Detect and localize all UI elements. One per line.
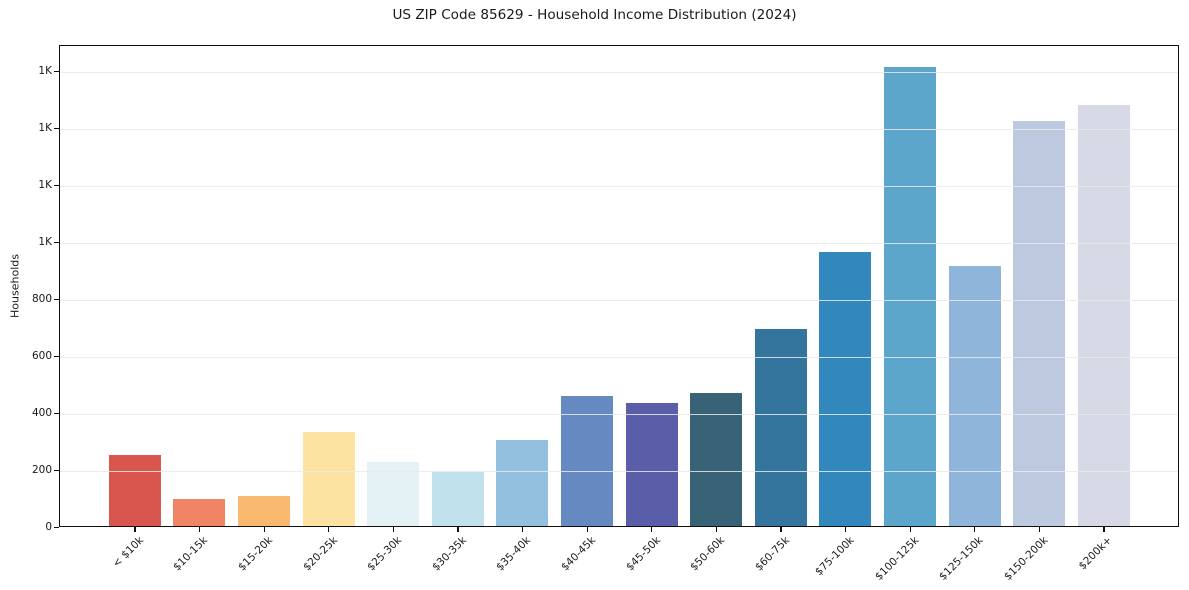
x-tick-mark (328, 527, 330, 532)
bar (754, 329, 807, 526)
gridline (60, 128, 1178, 130)
x-tick-label-text: $50-60k (688, 534, 728, 574)
x-tick-mark (1038, 527, 1040, 532)
gridline (60, 242, 1178, 244)
chart-title: US ZIP Code 85629 - Household Income Dis… (392, 7, 797, 23)
bar (1077, 105, 1130, 526)
bar (367, 461, 420, 526)
x-tick-label-text: < $10k (110, 534, 146, 570)
y-tick-label: 200 (31, 463, 52, 476)
gridline (60, 413, 1178, 415)
x-tick-mark (199, 527, 201, 532)
y-tick-mark (54, 527, 59, 529)
y-tick-mark (54, 184, 59, 186)
x-tick-label-text: $30-35k (429, 534, 469, 574)
y-tick-mark (54, 355, 59, 358)
x-tick-mark (974, 527, 976, 532)
x-tick-mark (457, 527, 459, 532)
bar (496, 440, 549, 526)
x-tick-mark (651, 527, 653, 532)
x-tick-label-text: $150-200k (1001, 534, 1051, 583)
y-tick-label: 600 (31, 349, 52, 362)
x-tick-mark (715, 527, 717, 532)
bar (560, 396, 613, 526)
y-tick-label: 800 (31, 292, 52, 305)
plot-area (59, 45, 1179, 527)
x-tick-label-text: $10-15k (171, 534, 211, 574)
gridline (60, 299, 1178, 301)
bar (819, 252, 872, 526)
x-tick-mark (845, 527, 847, 532)
x-tick-mark (586, 527, 588, 532)
bar (237, 496, 290, 526)
y-axis-label: Households (8, 254, 22, 318)
y-tick-mark (54, 412, 59, 415)
bar (173, 498, 226, 526)
x-tick-mark (134, 527, 136, 532)
x-tick-mark (392, 527, 394, 532)
x-tick-label-text: $25-30k (365, 534, 405, 574)
x-tick-label-text: $60-75k (752, 534, 792, 574)
x-tick-mark (780, 527, 782, 532)
y-tick-mark (54, 298, 59, 300)
x-tick-label-text: $15-20k (235, 534, 275, 574)
gridline (60, 356, 1178, 358)
bar (948, 266, 1001, 526)
x-tick-label-text: $35-40k (494, 534, 534, 574)
x-tick-mark (263, 527, 265, 532)
x-tick-label-text: $75-100k (812, 534, 857, 579)
bar (1013, 121, 1066, 526)
y-tick-label: 400 (31, 406, 52, 419)
y-tick-mark (54, 127, 59, 129)
x-tick-mark (522, 527, 524, 532)
y-tick-label: 1K (38, 235, 52, 248)
y-tick-mark (54, 470, 59, 472)
bar (625, 403, 678, 526)
x-tick-label-text: $40-45k (558, 534, 598, 574)
bar (883, 66, 936, 526)
y-tick-mark (54, 70, 59, 72)
x-tick-label-text: $125-150k (937, 534, 986, 583)
y-tick-label: 0 (45, 520, 52, 533)
y-tick-mark (54, 241, 59, 243)
x-tick-label-text: $20-25k (300, 534, 340, 574)
x-tick-mark (1103, 527, 1105, 532)
gridline (60, 471, 1178, 472)
y-tick-label: 1K (38, 64, 52, 77)
bar (108, 454, 161, 526)
bar (690, 393, 743, 526)
y-tick-label: 1K (38, 178, 52, 191)
gridline (60, 71, 1178, 73)
x-tick-label-text: $100-125k (872, 534, 921, 583)
x-tick-mark (909, 527, 911, 532)
y-tick-label: 1K (38, 121, 52, 134)
gridline (60, 185, 1178, 187)
x-tick-label-text: $45-50k (623, 534, 663, 574)
bar (302, 431, 355, 526)
x-tick-label-text: $200k+ (1076, 534, 1115, 573)
bar (431, 471, 484, 526)
